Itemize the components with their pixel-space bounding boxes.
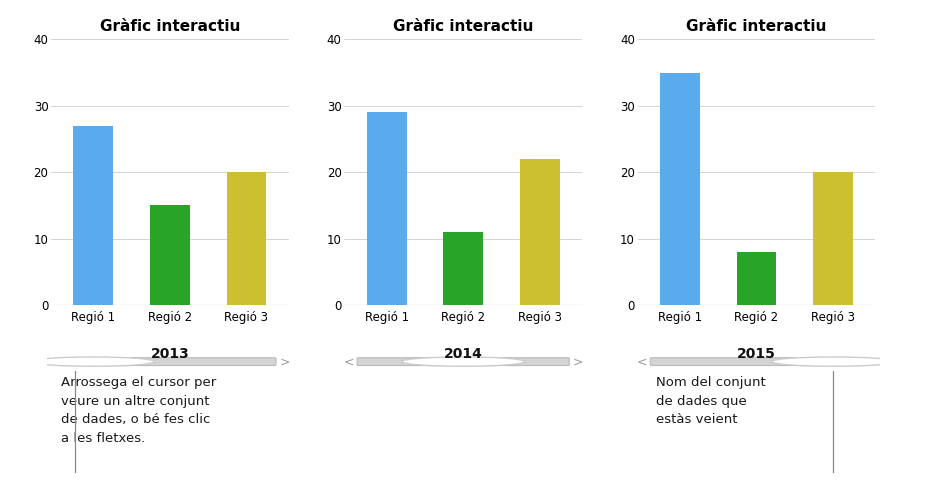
Text: 2014: 2014 bbox=[444, 347, 482, 361]
Bar bbox=[660, 72, 700, 305]
Text: <: < bbox=[344, 355, 354, 368]
Text: 2013: 2013 bbox=[151, 347, 189, 361]
Bar bbox=[367, 112, 407, 305]
Text: >: > bbox=[573, 355, 583, 368]
Bar bbox=[736, 252, 776, 305]
Title: Gràfic interactiu: Gràfic interactiu bbox=[100, 19, 240, 34]
Text: <: < bbox=[50, 355, 61, 368]
Text: 2015: 2015 bbox=[737, 347, 776, 361]
Circle shape bbox=[772, 357, 895, 366]
FancyBboxPatch shape bbox=[64, 358, 276, 366]
Text: Arrossega el cursor per
veure un altre conjunt
de dades, o bé fes clic
a les fle: Arrossega el cursor per veure un altre c… bbox=[61, 376, 216, 445]
Title: Gràfic interactiu: Gràfic interactiu bbox=[686, 19, 827, 34]
Text: >: > bbox=[866, 355, 876, 368]
FancyBboxPatch shape bbox=[358, 358, 569, 366]
Text: Nom del conjunt
de dades que
estàs veient: Nom del conjunt de dades que estàs veien… bbox=[656, 376, 766, 427]
Bar bbox=[813, 172, 853, 305]
Title: Gràfic interactiu: Gràfic interactiu bbox=[393, 19, 533, 34]
Text: <: < bbox=[637, 355, 647, 368]
Bar bbox=[519, 159, 560, 305]
Bar bbox=[150, 205, 190, 305]
Circle shape bbox=[401, 357, 525, 366]
Bar bbox=[74, 125, 114, 305]
Circle shape bbox=[32, 357, 155, 366]
Bar bbox=[443, 232, 483, 305]
FancyBboxPatch shape bbox=[651, 358, 862, 366]
Text: >: > bbox=[279, 355, 290, 368]
Bar bbox=[226, 172, 266, 305]
